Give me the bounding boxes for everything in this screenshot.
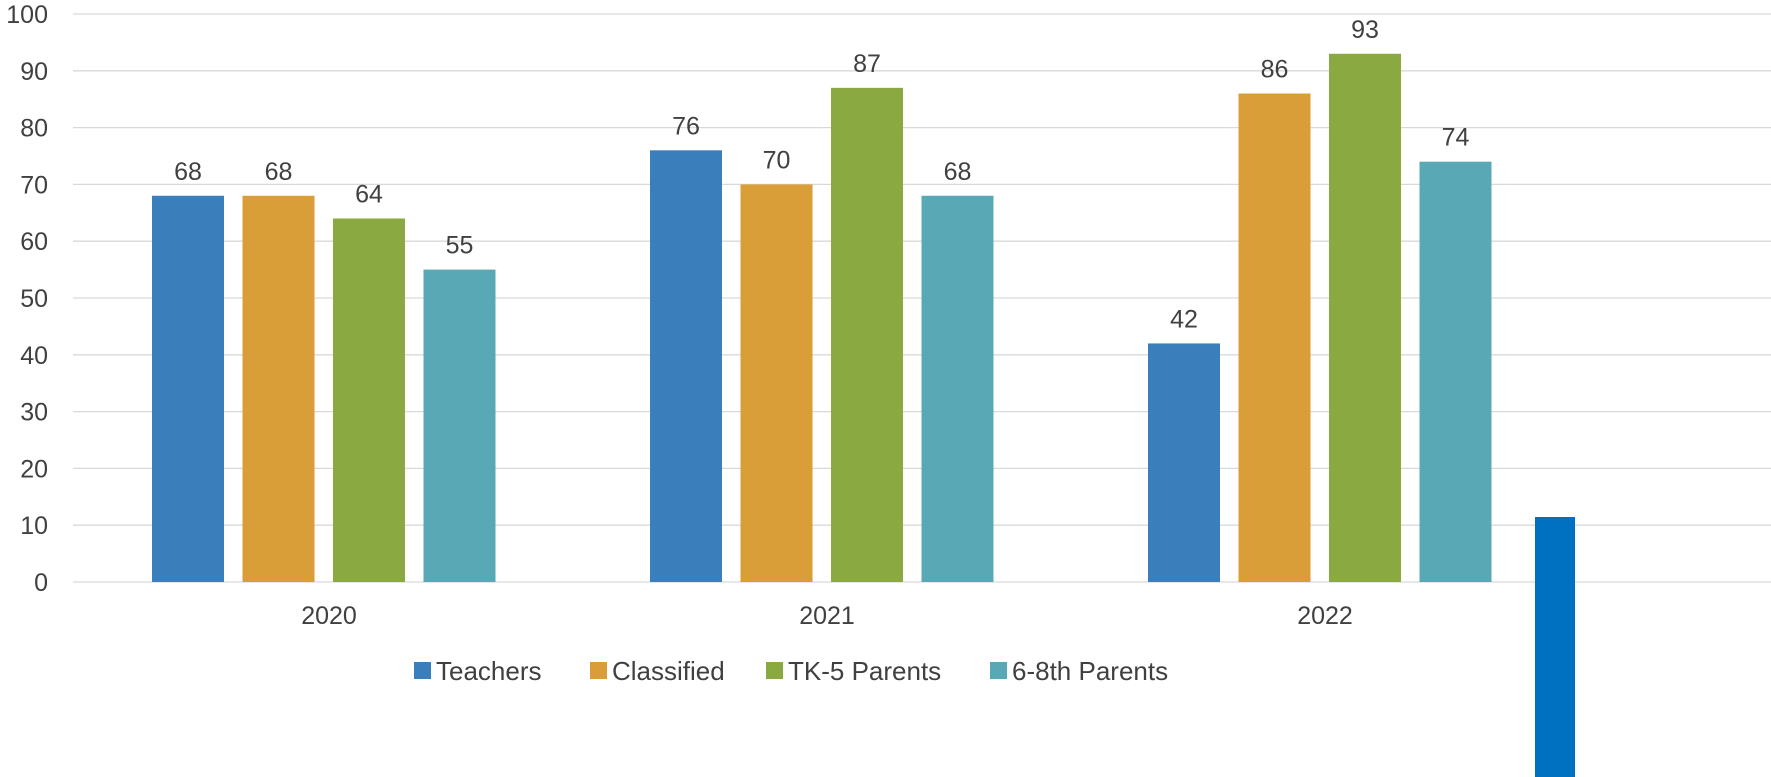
x-axis-tick-labels: 2020 2021 2022 — [301, 602, 1353, 630]
legend-label: Classified — [612, 656, 725, 686]
data-label: 76 — [672, 112, 700, 140]
legend-swatch — [590, 662, 607, 679]
legend-swatch — [414, 662, 431, 679]
data-label: 68 — [265, 158, 293, 186]
y-tick-label: 0 — [34, 569, 48, 597]
x-tick-label: 2020 — [301, 602, 357, 630]
x-tick-label: 2021 — [799, 602, 855, 630]
y-tick-label: 30 — [20, 399, 48, 427]
data-label: 86 — [1261, 56, 1289, 84]
bar-6-8th-parents-2020 — [423, 269, 496, 582]
y-tick-label: 10 — [20, 512, 48, 540]
legend-swatch — [766, 662, 783, 679]
y-tick-label: 100 — [6, 1, 48, 29]
data-label: 55 — [446, 232, 474, 260]
corner-decoration — [1535, 517, 1575, 777]
bar-classified-2020 — [242, 195, 315, 582]
legend-label: Teachers — [436, 656, 542, 686]
data-label: 42 — [1170, 305, 1198, 333]
legend: Teachers Classified TK-5 Parents 6-8th Pare… — [414, 656, 1168, 686]
y-tick-label: 40 — [20, 342, 48, 370]
bar-teachers-2020 — [152, 195, 224, 582]
bar-6-8th-parents-2022 — [1419, 161, 1492, 582]
data-label: 87 — [853, 50, 881, 78]
y-tick-label: 50 — [20, 285, 48, 313]
data-label: 68 — [944, 158, 972, 186]
bar-tk-5-parents-2021 — [831, 87, 903, 582]
data-labels: 68 68 64 55 76 70 87 68 42 86 93 74 — [174, 16, 1469, 334]
bar-classified-2021 — [740, 184, 813, 582]
data-label: 93 — [1351, 16, 1379, 44]
bar-tk-5-parents-2022 — [1329, 53, 1401, 582]
y-tick-label: 20 — [20, 455, 48, 483]
legend-swatch — [990, 662, 1007, 679]
y-tick-label: 80 — [20, 115, 48, 143]
bar-teachers-2022 — [1148, 343, 1220, 582]
y-tick-label: 60 — [20, 228, 48, 256]
bar-6-8th-parents-2021 — [921, 195, 994, 582]
data-label: 70 — [763, 146, 791, 174]
y-tick-label: 90 — [20, 58, 48, 86]
data-label: 74 — [1442, 124, 1470, 152]
data-label: 64 — [355, 180, 383, 208]
bars — [152, 53, 1492, 583]
y-axis-tick-labels: 0 10 20 30 40 50 60 70 80 90 100 — [6, 1, 48, 597]
bar-teachers-2021 — [650, 150, 722, 582]
legend-label: 6-8th Parents — [1012, 656, 1168, 686]
x-tick-label: 2022 — [1297, 602, 1353, 630]
data-label: 68 — [174, 158, 202, 186]
legend-label: TK-5 Parents — [788, 656, 941, 686]
y-tick-label: 70 — [20, 171, 48, 199]
bar-tk-5-parents-2020 — [333, 218, 405, 583]
bar-classified-2022 — [1238, 93, 1311, 583]
